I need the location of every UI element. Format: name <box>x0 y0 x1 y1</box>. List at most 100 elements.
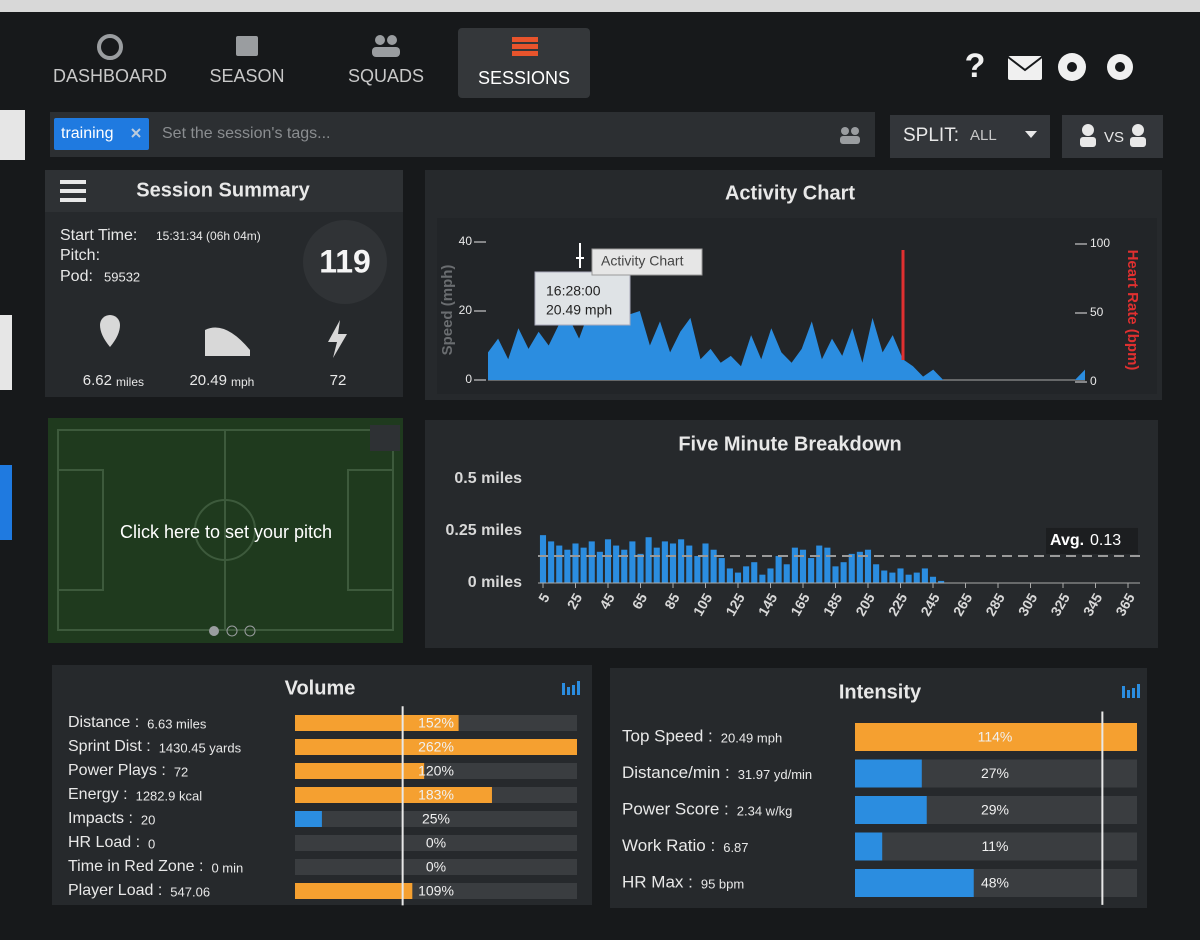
x-tick-label: 25 <box>564 590 586 612</box>
tooltip <box>534 271 631 326</box>
bar <box>710 549 717 583</box>
bar <box>775 555 782 583</box>
bar <box>734 572 742 583</box>
tag-bar[interactable] <box>50 112 875 157</box>
bar <box>637 553 644 583</box>
bar <box>702 543 709 583</box>
row-percent: 25% <box>422 811 450 827</box>
bar <box>856 551 863 583</box>
row-label: Power Plays : <box>68 762 166 779</box>
row-percent: 183% <box>418 787 454 803</box>
pitch-prompt[interactable]: Click here to set your pitch <box>120 522 332 542</box>
bar <box>855 796 927 824</box>
toolbar-icons[interactable] <box>1007 53 1133 81</box>
bar <box>905 574 912 583</box>
bar <box>548 541 555 583</box>
nav-item[interactable]: SQUADS <box>348 66 424 86</box>
bar <box>929 576 937 583</box>
bar <box>881 570 888 583</box>
row-label: Top Speed : <box>622 726 713 745</box>
row-percent: 0% <box>426 859 446 875</box>
menu-icon[interactable] <box>60 180 86 202</box>
row-percent: 114% <box>978 729 1013 745</box>
row-percent: 29% <box>981 802 1009 818</box>
y-tick-label: 0.25 miles <box>446 522 523 539</box>
hover-label: Activity Chart <box>601 253 684 269</box>
tag-remove[interactable] <box>131 128 141 138</box>
y2-axis-label: Heart Rate (bpm) <box>1124 250 1141 371</box>
row-value: 1430.45 yards <box>159 740 242 755</box>
bar <box>832 566 839 583</box>
bar <box>921 568 928 583</box>
intensity-panel <box>610 668 1147 908</box>
side-panel <box>0 315 12 390</box>
bar <box>580 547 587 583</box>
row-label: Impacts : <box>68 810 133 827</box>
side-panel <box>0 465 12 540</box>
field-value: 15:31:34 (06h 04m) <box>156 229 261 243</box>
row-label: Power Score : <box>622 799 729 818</box>
tag-chip[interactable] <box>54 118 149 150</box>
compare-button[interactable] <box>1062 115 1163 158</box>
stat-value: 72 <box>330 372 347 389</box>
bar <box>686 545 693 583</box>
x-tick-label: 65 <box>629 590 651 612</box>
hover-tooltip <box>591 248 703 276</box>
bar <box>840 562 847 583</box>
screen-edge <box>0 0 1200 12</box>
edit-button[interactable] <box>370 425 400 451</box>
bar <box>295 739 577 755</box>
bar <box>572 543 579 583</box>
row-percent: 120% <box>418 763 454 779</box>
bar-track <box>295 835 577 851</box>
bar <box>556 545 563 583</box>
average-label: Avg. <box>1050 532 1084 549</box>
speed-area <box>488 311 1085 380</box>
nav-active <box>458 28 590 98</box>
bar <box>629 541 636 583</box>
y-tick-label: 0 miles <box>468 574 522 591</box>
panel-title: Activity Chart <box>725 182 855 204</box>
stat-value: 6.62 <box>83 372 112 389</box>
bar-track <box>295 859 577 875</box>
bar <box>539 535 547 583</box>
row-value: 547.06 <box>170 884 210 899</box>
x-tick-label: 45 <box>596 590 618 612</box>
chart-icon[interactable] <box>1122 684 1140 698</box>
row-label: HR Max : <box>622 872 693 891</box>
bar <box>743 566 750 583</box>
stat-icons <box>100 315 347 358</box>
average-value: 0.13 <box>1090 532 1121 549</box>
chart-icon[interactable] <box>562 681 580 695</box>
bar <box>661 541 668 583</box>
bar <box>613 545 620 583</box>
y-axis-label: Speed (mph) <box>439 265 456 356</box>
row-label: Time in Red Zone : <box>68 858 203 875</box>
bar <box>816 545 823 583</box>
bar <box>873 564 880 583</box>
bar <box>855 869 974 897</box>
panel-header <box>45 170 403 212</box>
nav-item[interactable]: SESSIONS <box>478 68 570 88</box>
y-tick-label: 0 <box>465 372 472 386</box>
pitch-lines <box>57 429 394 631</box>
row-value: 20.49 mph <box>721 730 782 745</box>
bar <box>604 539 612 583</box>
row-percent: 152% <box>418 715 454 731</box>
bar-track <box>295 811 577 827</box>
nav-item[interactable]: SEASON <box>209 66 284 86</box>
stat-value: 20.49 <box>189 372 227 389</box>
help-icon[interactable]: ? <box>965 47 986 85</box>
y2-tick-label: 50 <box>1090 305 1104 319</box>
pager[interactable] <box>209 625 256 637</box>
split-select[interactable] <box>890 115 1050 158</box>
field-label: Pod: <box>60 268 93 285</box>
row-label: Sprint Dist : <box>68 738 151 755</box>
bar <box>913 572 920 583</box>
panel-title: Five Minute Breakdown <box>678 433 901 455</box>
tag-placeholder: Set the session's tags... <box>162 125 330 142</box>
field-label: Start Time: <box>60 227 137 244</box>
row-percent: 109% <box>418 883 454 899</box>
nav-item[interactable]: DASHBOARD <box>53 66 167 86</box>
